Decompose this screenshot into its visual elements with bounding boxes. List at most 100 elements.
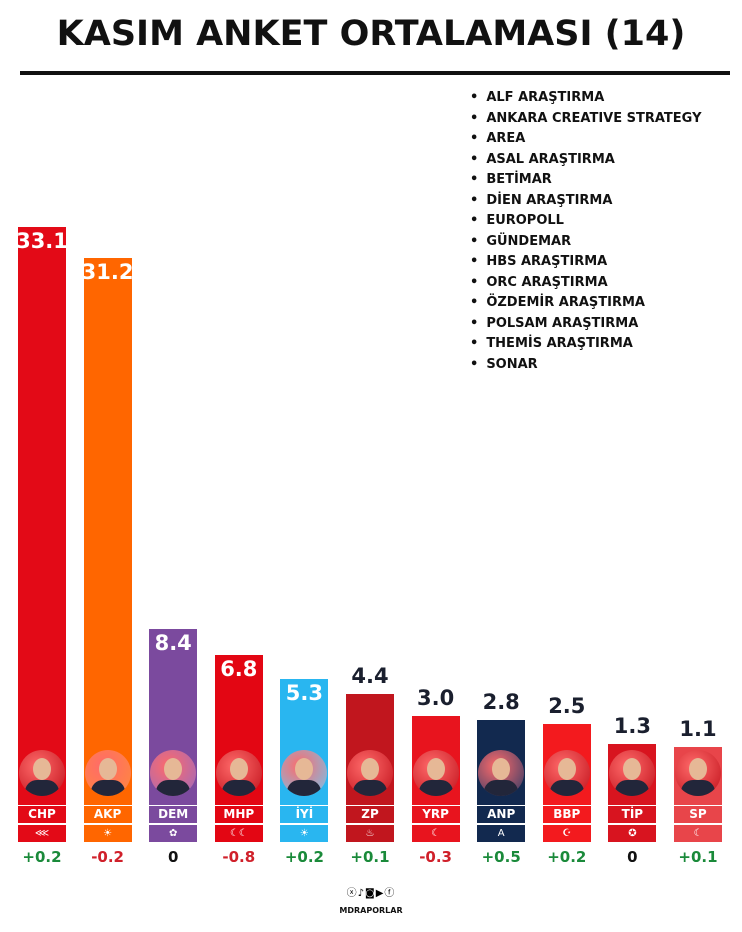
party-emblem-icon: A [477, 825, 526, 842]
brand-name: MDRAPORLAR [339, 906, 403, 915]
party-name: ZP [346, 806, 394, 823]
change-label: 0 [627, 848, 638, 866]
change-label: +0.1 [678, 848, 718, 866]
leader-face [33, 758, 51, 780]
leader-suit [221, 780, 256, 796]
source-item: POLSAM ARAŞTIRMA [470, 314, 701, 335]
leader-photo [478, 750, 525, 796]
source-item: DİEN ARAŞTIRMA [470, 191, 701, 212]
party-emblem-icon: ☀ [83, 825, 132, 842]
change-label: +0.1 [350, 848, 390, 866]
leader-photo [675, 750, 721, 796]
value-label: 3.0 [416, 686, 455, 711]
leader-photo [412, 750, 459, 796]
source-item: THEMİS ARAŞTIRMA [470, 334, 701, 355]
leader-suit [418, 780, 453, 796]
party-emblem-icon: ☾☾ [214, 825, 263, 842]
party-emblem-icon: ⋘ [18, 825, 66, 842]
bar-chp [18, 227, 66, 805]
value-label: 8.4 [154, 630, 192, 655]
source-item: ALF ARAŞTIRMA [470, 88, 701, 109]
party-emblem-icon: ♨ [346, 825, 394, 842]
leader-face [426, 758, 445, 780]
party-emblem-icon: ☾ [674, 825, 722, 842]
leader-suit [484, 780, 519, 796]
instagram-icon: ◙ [364, 888, 376, 899]
party-name: ANP [477, 806, 526, 823]
change-label: +0.2 [284, 848, 324, 866]
leader-suit [25, 780, 59, 796]
leader-photo [150, 750, 197, 796]
leader-face [689, 758, 707, 780]
source-item: ORC ARAŞTIRMA [470, 273, 701, 294]
party-emblem-icon: ✿ [149, 825, 198, 842]
value-label: 31.2 [81, 260, 134, 284]
party-name: SP [674, 806, 722, 823]
leader-photo [19, 750, 65, 796]
leader-photo [84, 750, 131, 796]
source-item: AREA [470, 129, 701, 150]
value-label: 1.1 [679, 717, 717, 742]
leader-face [623, 758, 642, 780]
title-divider [20, 71, 730, 75]
source-item: SONAR [470, 355, 701, 376]
leader-photo [347, 750, 393, 796]
value-label: 6.8 [220, 656, 258, 681]
leader-photo [609, 750, 656, 796]
source-item: ÖZDEMİR ARAŞTIRMA [470, 293, 701, 314]
value-label: 2.8 [482, 689, 520, 714]
value-label: 5.3 [285, 680, 323, 705]
leader-suit [90, 780, 125, 796]
party-emblem-icon: ☀ [280, 825, 329, 842]
change-label: +0.2 [22, 848, 62, 866]
value-label: 4.4 [351, 663, 389, 688]
change-label: -0.3 [419, 848, 452, 866]
leader-face [98, 758, 117, 780]
source-item: HBS ARAŞTIRMA [470, 252, 701, 273]
change-label: 0 [167, 848, 179, 866]
youtube-icon: ▶ [375, 888, 385, 899]
leader-face [295, 758, 314, 780]
leader-photo [543, 750, 590, 796]
source-list: ALF ARAŞTIRMAANKARA CREATIVE STRATEGYARE… [470, 88, 701, 375]
leader-suit [287, 780, 322, 796]
facebook-icon: ⓕ [384, 888, 396, 899]
party-name: İYİ [280, 806, 329, 823]
party-name: AKP [83, 806, 132, 823]
leader-face [164, 758, 183, 780]
party-name: TİP [608, 806, 657, 823]
party-name: DEM [149, 806, 198, 823]
source-item: BETİMAR [470, 170, 701, 191]
party-name: MHP [214, 806, 263, 823]
change-label: -0.2 [91, 848, 124, 866]
party-name: BBP [542, 806, 591, 823]
party-name: YRP [411, 806, 460, 823]
page-title: KASIM ANKET ORTALAMASI (14) [56, 14, 686, 54]
leader-suit [156, 780, 191, 796]
value-label: 1.3 [613, 713, 651, 738]
social-icons: ⓧ♪◙▶ⓕ [0, 884, 742, 899]
value-label: 33.1 [16, 229, 68, 254]
source-item: EUROPOLL [470, 211, 701, 232]
leader-face [229, 758, 248, 780]
leader-face [492, 758, 511, 780]
tiktok-icon: ♪ [357, 888, 365, 899]
party-emblem-icon: ☪ [542, 825, 591, 842]
source-item: ASAL ARAŞTIRMA [470, 150, 701, 171]
leader-suit [549, 780, 584, 796]
party-emblem-icon: ☾ [411, 825, 460, 842]
leader-photo [215, 750, 262, 796]
change-label: -0.8 [222, 848, 256, 866]
source-item: ANKARA CREATIVE STRATEGY [470, 109, 701, 130]
leader-suit [615, 780, 650, 796]
leader-suit [353, 780, 387, 796]
change-label: +0.5 [481, 848, 521, 866]
leader-face [361, 758, 379, 780]
x-icon: ⓧ [346, 888, 358, 899]
leader-face [557, 758, 576, 780]
party-name: CHP [18, 806, 66, 823]
party-emblem-icon: ✪ [608, 825, 657, 842]
value-label: 2.5 [548, 694, 586, 719]
